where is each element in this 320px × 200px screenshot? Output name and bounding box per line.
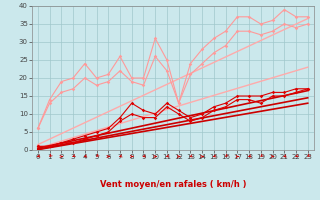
X-axis label: Vent moyen/en rafales ( km/h ): Vent moyen/en rafales ( km/h ): [100, 180, 246, 189]
